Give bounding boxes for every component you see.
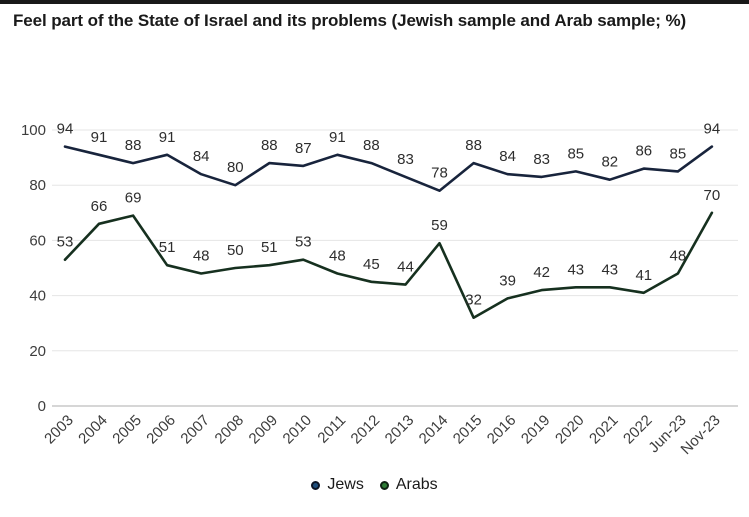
data-label-jews: 80 — [227, 159, 244, 176]
data-label-arabs: 69 — [125, 190, 142, 207]
data-label-jews: 84 — [193, 148, 210, 165]
data-label-arabs: 43 — [601, 261, 618, 278]
data-label-jews: 85 — [567, 145, 584, 162]
data-label-arabs: 51 — [261, 239, 278, 256]
x-tick-label: 2012 — [348, 412, 384, 448]
data-label-jews: 91 — [329, 129, 346, 146]
x-tick-label: 2016 — [484, 412, 520, 448]
jews-marker-icon — [311, 480, 321, 490]
series-line-jews — [63, 145, 714, 192]
data-label-arabs: 43 — [567, 261, 584, 278]
x-tick-label: 2008 — [212, 412, 248, 448]
x-tick-label: 2006 — [143, 412, 179, 448]
y-tick-label: 60 — [29, 232, 46, 249]
data-label-jews: 83 — [397, 151, 414, 168]
data-label-arabs: 48 — [329, 248, 346, 265]
series-line-arabs — [63, 211, 714, 320]
y-tick-label: 20 — [29, 343, 46, 360]
x-tick-label: 2004 — [75, 412, 111, 448]
data-label-arabs: 53 — [57, 234, 74, 251]
data-label-arabs: 50 — [227, 242, 244, 259]
data-label-arabs: 41 — [635, 267, 652, 284]
data-label-arabs: 66 — [91, 198, 108, 215]
data-label-arabs: 45 — [363, 256, 380, 273]
data-label-arabs: 51 — [159, 239, 176, 256]
data-label-jews: 85 — [670, 145, 687, 162]
data-label-arabs: 48 — [193, 248, 210, 265]
data-label-jews: 91 — [91, 129, 108, 146]
x-tick-label: 2020 — [552, 412, 588, 448]
data-label-jews: 94 — [704, 121, 721, 138]
data-label-jews: 82 — [601, 154, 618, 171]
legend-label-arabs: Arabs — [395, 476, 438, 493]
x-tick-label: 2003 — [41, 412, 77, 448]
data-label-jews: 88 — [465, 137, 482, 154]
data-label-jews: 88 — [261, 137, 278, 154]
data-label-jews: 91 — [159, 129, 176, 146]
arabs-marker-icon — [379, 480, 389, 490]
data-label-jews: 88 — [363, 137, 380, 154]
data-label-arabs: 59 — [431, 217, 448, 234]
data-label-arabs: 70 — [704, 187, 721, 204]
top-border — [0, 0, 749, 4]
data-label-jews: 88 — [125, 137, 142, 154]
data-label-jews: 78 — [431, 165, 448, 182]
x-tick-label: 2014 — [416, 412, 452, 448]
data-label-arabs: 39 — [499, 272, 516, 289]
data-label-jews: 86 — [635, 143, 652, 160]
data-label-jews: 83 — [533, 151, 550, 168]
legend-item-jews: Jews — [311, 476, 364, 494]
data-label-arabs: 53 — [295, 234, 312, 251]
x-tick-label: 2021 — [586, 412, 622, 448]
x-tick-label: 2005 — [109, 412, 145, 448]
data-label-arabs: 48 — [670, 248, 687, 265]
data-label-arabs: 44 — [397, 259, 414, 276]
x-tick-label: 2009 — [246, 412, 282, 448]
y-tick-label: 40 — [29, 288, 46, 305]
x-tick-label: 2013 — [382, 412, 418, 448]
chart-canvas: 0 20 40 60 80 100 2003200420052006200720082009… — [21, 121, 738, 458]
x-tick-label: 2007 — [177, 412, 213, 448]
data-label-jews: 84 — [499, 148, 516, 165]
data-label-arabs: 42 — [533, 264, 550, 281]
data-label-jews: 87 — [295, 140, 312, 157]
legend: Jews Arabs — [0, 476, 749, 494]
chart-title: Feel part of the State of Israel and its… — [13, 11, 687, 30]
legend-item-arabs: Arabs — [379, 476, 438, 494]
x-tick-label: 2015 — [450, 412, 486, 448]
y-tick-label: 100 — [21, 122, 46, 139]
y-tick-label: 80 — [29, 177, 46, 194]
data-label-arabs: 32 — [465, 292, 482, 309]
data-label-jews: 94 — [57, 121, 74, 138]
x-tick-label: 2019 — [518, 412, 554, 448]
y-tick-label: 0 — [38, 398, 46, 415]
x-tick-label: 2010 — [280, 412, 316, 448]
legend-label-jews: Jews — [327, 476, 364, 493]
x-tick-label: 2011 — [314, 412, 349, 447]
